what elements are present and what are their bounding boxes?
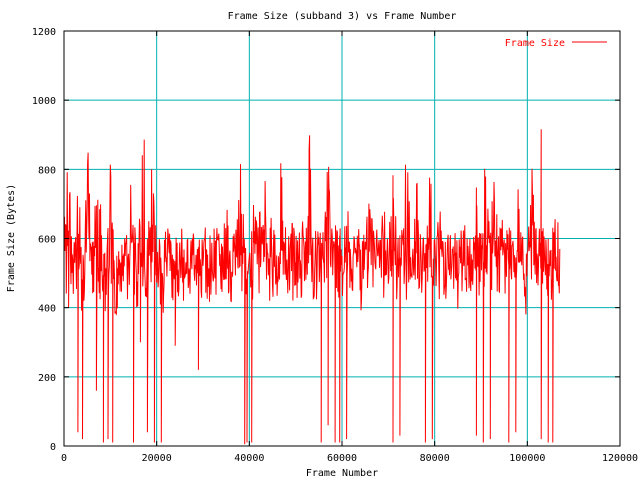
y-tick-label: 0 (50, 442, 56, 453)
x-tick-label: 100000 (509, 453, 545, 464)
chart-title: Frame Size (subband 3) vs Frame Number (228, 11, 457, 22)
x-tick-label: 60000 (327, 453, 357, 464)
x-tick-label: 0 (61, 453, 67, 464)
tick-marks (63, 30, 621, 447)
x-tick-label: 20000 (142, 453, 172, 464)
y-axis-label: Frame Size (Bytes) (6, 184, 17, 292)
y-tick-label: 600 (38, 235, 56, 246)
y-tick-labels: 0 200 400 600 800 1000 1200 (32, 27, 56, 453)
frame-size-line (63, 129, 561, 445)
grid-lines (64, 31, 620, 446)
legend: Frame Size (505, 38, 607, 49)
x-tick-label: 120000 (602, 453, 638, 464)
x-axis-label: Frame Number (306, 468, 378, 479)
series-frame-size (63, 129, 561, 445)
legend-label-frame-size: Frame Size (505, 38, 565, 49)
y-tick-label: 200 (38, 373, 56, 384)
y-tick-label: 400 (38, 304, 56, 315)
x-tick-label: 40000 (234, 453, 264, 464)
y-tick-label: 1000 (32, 96, 56, 107)
x-tick-labels: 0 20000 40000 60000 80000 100000 120000 (61, 453, 638, 464)
y-tick-label: 1200 (32, 27, 56, 38)
y-tick-label: 800 (38, 165, 56, 176)
x-tick-label: 80000 (420, 453, 450, 464)
